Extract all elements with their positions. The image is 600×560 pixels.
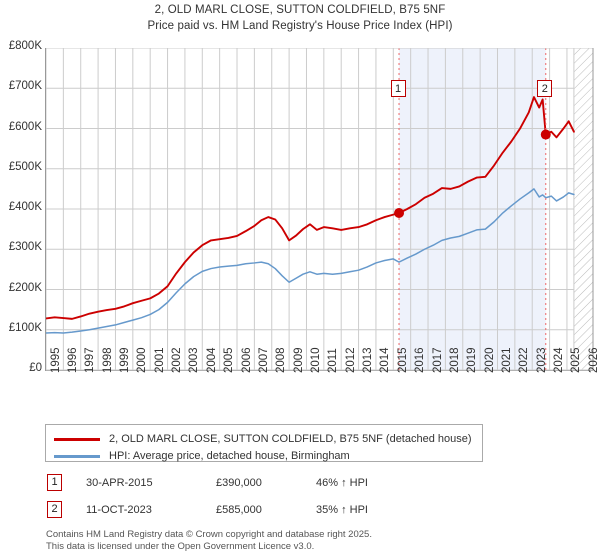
x-axis-tick-label: 2004 [205, 347, 218, 373]
sale-date-cell: 30-APR-2015 [86, 477, 153, 489]
x-axis-tick-label: 2020 [483, 347, 496, 373]
legend-color-swatch [54, 438, 100, 441]
x-axis-tick-label: 1998 [101, 347, 114, 373]
sale-hpi-cell: 46% ↑ HPI [316, 477, 368, 489]
x-axis-tick-label: 2025 [570, 347, 583, 373]
x-axis-tick-label: 2000 [136, 347, 149, 373]
x-axis-tick-label: 2014 [379, 347, 392, 373]
y-axis-tick-label: £200K [8, 281, 42, 294]
x-axis-tick-label: 2026 [587, 347, 600, 373]
chart-legend: 2, OLD MARL CLOSE, SUTTON COLDFIELD, B75… [45, 424, 483, 462]
legend-item-label: 2, OLD MARL CLOSE, SUTTON COLDFIELD, B75… [109, 433, 472, 445]
sale-date-cell: 11-OCT-2023 [86, 504, 152, 516]
sale-row-badge[interactable]: 2 [47, 501, 62, 518]
y-axis-tick-label: £800K [8, 40, 42, 52]
x-axis-tick-label: 2006 [240, 347, 253, 373]
sale-price-cell: £585,000 [216, 504, 262, 516]
x-axis-tick-label: 1996 [66, 347, 79, 373]
x-axis-tick-label: 2001 [153, 347, 166, 373]
x-axis-tick-label: 2021 [500, 347, 513, 373]
x-axis-tick-label: 2007 [257, 347, 270, 373]
x-axis-tick-label: 2023 [535, 347, 548, 373]
x-axis-tick-label: 2015 [396, 347, 409, 373]
chart-plot-area [45, 48, 594, 371]
y-axis-tick-label: £600K [8, 120, 42, 133]
x-axis-tick-label: 1997 [84, 347, 97, 373]
title-line-1: 2, OLD MARL CLOSE, SUTTON COLDFIELD, B75… [154, 4, 446, 16]
x-axis-tick-label: 1999 [118, 347, 131, 373]
y-axis-tick-label: £400K [8, 201, 42, 213]
x-axis-tick-label: 2008 [275, 347, 288, 373]
page-title: 2, OLD MARL CLOSE, SUTTON COLDFIELD, B75… [0, 2, 600, 34]
y-axis-tick-label: £100K [8, 321, 42, 334]
x-axis-tick-label: 2013 [362, 347, 375, 373]
y-axis-tick-label: £300K [8, 241, 42, 254]
sale-row-badge[interactable]: 1 [47, 474, 62, 491]
y-axis-tick-label: £700K [8, 80, 42, 93]
y-axis-tick-label: £0 [29, 362, 42, 374]
y-axis-tick-label: £500K [8, 160, 42, 173]
sale-hpi-cell: 35% ↑ HPI [316, 504, 368, 516]
x-axis-tick-label: 2002 [171, 347, 184, 373]
sale-price-cell: £390,000 [216, 477, 262, 489]
x-axis-tick-label: 2003 [188, 347, 201, 373]
x-axis-tick-label: 2016 [414, 347, 427, 373]
legend-color-swatch [54, 455, 100, 458]
x-axis-tick-label: 2010 [309, 347, 322, 373]
x-axis-tick-label: 2012 [344, 347, 357, 373]
x-axis-tick-label: 2005 [223, 347, 236, 373]
x-axis-tick-label: 2017 [431, 347, 444, 373]
chart-marker-flag[interactable]: 1 [390, 80, 406, 97]
x-axis-tick-label: 2009 [292, 347, 305, 373]
chart-svg [46, 48, 594, 371]
footer-line-1: Contains HM Land Registry data © Crown c… [46, 529, 372, 540]
x-axis-tick-label: 2011 [327, 348, 340, 373]
x-axis-tick-label: 2019 [466, 347, 479, 373]
chart-marker-flag[interactable]: 2 [537, 80, 553, 97]
x-axis-tick-label: 2022 [518, 347, 531, 373]
legend-item-label: HPI: Average price, detached house, Birm… [109, 450, 350, 462]
title-line-2: Price paid vs. HM Land Registry's House … [147, 20, 453, 32]
x-axis-tick-label: 2024 [553, 347, 566, 373]
x-axis-tick-label: 2018 [448, 347, 461, 373]
footer-line-2: This data is licensed under the Open Gov… [46, 540, 315, 552]
footer-attribution: Contains HM Land Registry data © Crown c… [46, 529, 586, 552]
x-axis-tick-label: 1995 [49, 347, 62, 373]
